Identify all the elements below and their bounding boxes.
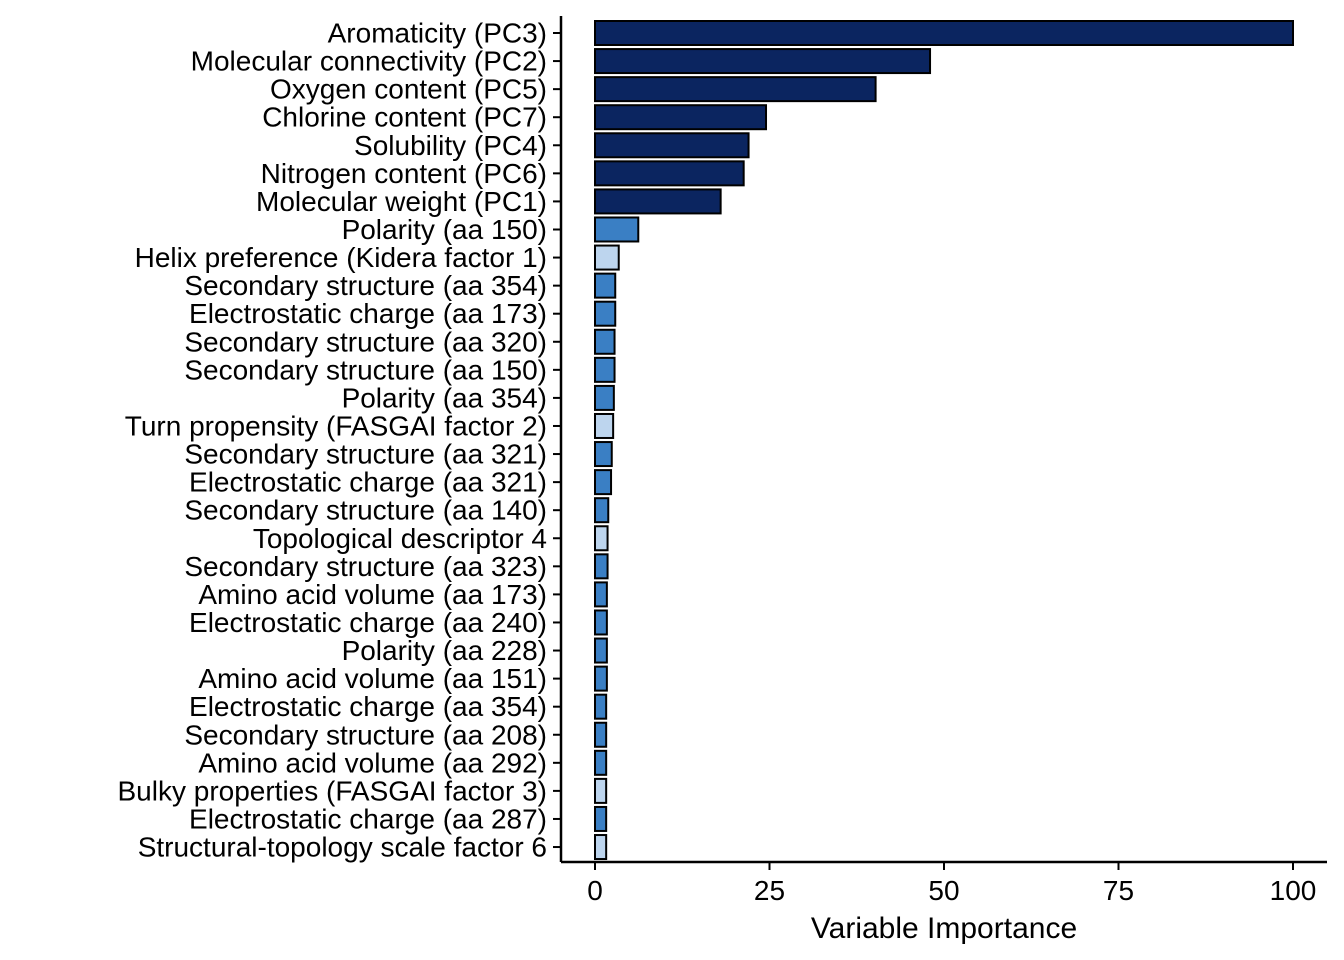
x-axis-title: Variable Importance — [811, 912, 1077, 945]
bar — [594, 272, 617, 299]
category-label: Amino acid volume (aa 151) — [198, 663, 547, 694]
category-label: Helix preference (Kidera factor 1) — [135, 242, 547, 273]
bar — [594, 160, 745, 187]
x-tick-label: 100 — [1270, 875, 1317, 906]
category-label: Bulky properties (FASGAI factor 3) — [118, 775, 548, 806]
category-label: Secondary structure (aa 321) — [184, 439, 547, 470]
category-label: Electrostatic charge (aa 240) — [189, 607, 547, 638]
bar — [594, 356, 616, 383]
category-label: Polarity (aa 228) — [342, 635, 547, 666]
category-label: Polarity (aa 354) — [342, 382, 547, 413]
bar — [594, 721, 608, 748]
bar — [594, 328, 616, 355]
category-label: Electrostatic charge (aa 354) — [189, 691, 547, 722]
category-label: Molecular weight (PC1) — [256, 186, 547, 217]
bar — [594, 665, 608, 692]
bar — [594, 132, 750, 159]
bar — [594, 104, 768, 131]
bar — [594, 609, 608, 636]
category-label: Amino acid volume (aa 292) — [198, 747, 547, 778]
bar — [594, 749, 608, 776]
category-label: Polarity (aa 150) — [342, 214, 547, 245]
category-label: Secondary structure (aa 208) — [184, 719, 547, 750]
bar — [594, 777, 608, 804]
bar — [594, 188, 722, 215]
x-axis: 0 25 50 75 100 — [561, 860, 1327, 906]
category-label: Molecular connectivity (PC2) — [191, 46, 547, 77]
bar — [594, 805, 608, 832]
bar — [594, 384, 615, 411]
category-label: Oxygen content (PC5) — [270, 74, 547, 105]
bar — [594, 834, 608, 861]
bar — [594, 216, 640, 243]
category-label: Secondary structure (aa 150) — [184, 354, 547, 385]
bar — [594, 441, 613, 468]
category-label: Amino acid volume (aa 173) — [198, 579, 547, 610]
category-label: Electrostatic charge (aa 321) — [189, 467, 547, 498]
bar — [594, 48, 932, 75]
category-labels: Aromaticity (PC3)Molecular connectivity … — [118, 18, 548, 863]
bar — [594, 637, 608, 664]
category-label: Solubility (PC4) — [354, 130, 547, 161]
category-label: Secondary structure (aa 323) — [184, 551, 547, 582]
bar — [594, 497, 610, 524]
category-label: Aromaticity (PC3) — [328, 18, 547, 49]
x-tick-label: 0 — [587, 875, 603, 906]
category-label: Structural-topology scale factor 6 — [138, 832, 547, 863]
category-label: Turn propensity (FASGAI factor 2) — [125, 410, 547, 441]
bar — [594, 20, 1294, 46]
bar — [594, 469, 613, 496]
bar — [594, 553, 609, 580]
category-label: Secondary structure (aa 320) — [184, 326, 547, 357]
category-label: Secondary structure (aa 354) — [184, 270, 547, 301]
category-label: Electrostatic charge (aa 173) — [189, 298, 547, 329]
bar — [594, 693, 608, 720]
bar — [594, 581, 608, 608]
bar — [594, 525, 609, 552]
bar — [594, 300, 617, 327]
x-tick-label: 50 — [928, 875, 959, 906]
bar — [594, 412, 615, 439]
bars-layer — [594, 20, 1294, 861]
category-label: Electrostatic charge (aa 287) — [189, 803, 547, 834]
y-axis — [553, 16, 563, 862]
category-label: Nitrogen content (PC6) — [261, 158, 547, 189]
category-label: Secondary structure (aa 140) — [184, 495, 547, 526]
bar — [594, 244, 620, 271]
x-tick-label: 75 — [1103, 875, 1134, 906]
x-tick-label: 25 — [754, 875, 785, 906]
category-label: Topological descriptor 4 — [253, 523, 547, 554]
bar — [594, 76, 877, 103]
category-label: Chlorine content (PC7) — [262, 102, 547, 133]
